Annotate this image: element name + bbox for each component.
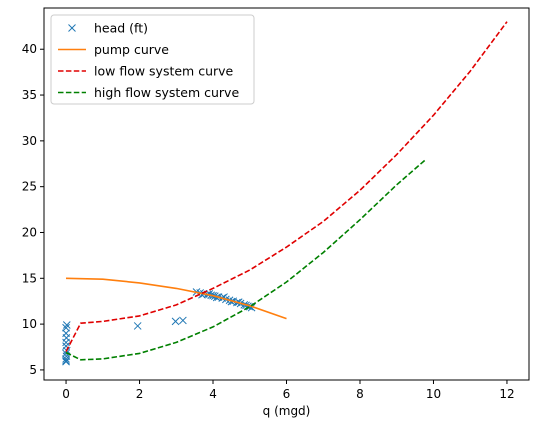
series-line-3 — [65, 158, 427, 361]
data-point-stroke — [62, 355, 70, 363]
data-point — [62, 356, 70, 365]
x-axis-label: q (mgd) — [263, 404, 311, 418]
data-point — [62, 355, 70, 363]
data-point-stroke — [247, 303, 256, 312]
series-line-2 — [65, 21, 508, 352]
x-tick-label: 12 — [499, 387, 514, 401]
data-point-stroke — [133, 322, 142, 330]
x-tick-label: 4 — [209, 387, 217, 401]
data-point-stroke — [62, 321, 71, 329]
legend-box — [50, 14, 255, 105]
y-tick-label: 35 — [22, 88, 37, 102]
y-tick-label: 15 — [22, 271, 37, 285]
y-tick-label: 40 — [22, 42, 37, 56]
x-tick-label: 10 — [426, 387, 441, 401]
data-point — [171, 317, 180, 326]
legend-label: high flow system curve — [94, 85, 239, 100]
legend-swatch — [68, 24, 76, 32]
data-point-stroke — [62, 349, 70, 358]
axis-ticks: 0 2 4 6 8 10 12 5 10 15 20 25 30 35 40 — [22, 42, 515, 401]
data-point-stroke — [62, 342, 70, 350]
y-tick-label: 10 — [22, 317, 37, 331]
data-point-stroke — [62, 357, 70, 366]
x-tick-label: 8 — [356, 387, 364, 401]
series-line-1 — [65, 277, 287, 320]
data-point-stroke — [171, 317, 180, 326]
data-point — [179, 316, 187, 325]
data-point-stroke — [179, 316, 187, 325]
data-point — [62, 321, 71, 329]
legend-swatch-stroke — [68, 24, 76, 32]
data-point-stroke — [205, 290, 214, 298]
data-point-stroke — [62, 329, 70, 338]
y-tick-label: 30 — [22, 134, 37, 148]
data-point-stroke — [62, 356, 70, 365]
x-tick-label: 2 — [136, 387, 144, 401]
legend: head (ft) pump curve low flow system curve… — [50, 14, 255, 105]
y-tick-label: 20 — [22, 225, 37, 239]
x-tick-label: 6 — [283, 387, 291, 401]
plot-area — [62, 21, 508, 366]
data-point-stroke — [62, 323, 70, 332]
legend-label: low flow system curve — [94, 64, 234, 79]
data-point — [62, 349, 70, 358]
x-tick-label: 0 — [62, 387, 70, 401]
data-point — [133, 322, 142, 330]
legend-label: head (ft) — [94, 21, 148, 36]
data-point-stroke — [227, 297, 236, 306]
data-point — [62, 323, 70, 332]
data-point-stroke — [220, 293, 228, 301]
data-point — [62, 342, 70, 350]
y-tick-label: 25 — [22, 180, 37, 194]
legend-label: pump curve — [94, 42, 169, 57]
y-tick-label: 5 — [29, 363, 37, 377]
data-point — [62, 329, 70, 338]
